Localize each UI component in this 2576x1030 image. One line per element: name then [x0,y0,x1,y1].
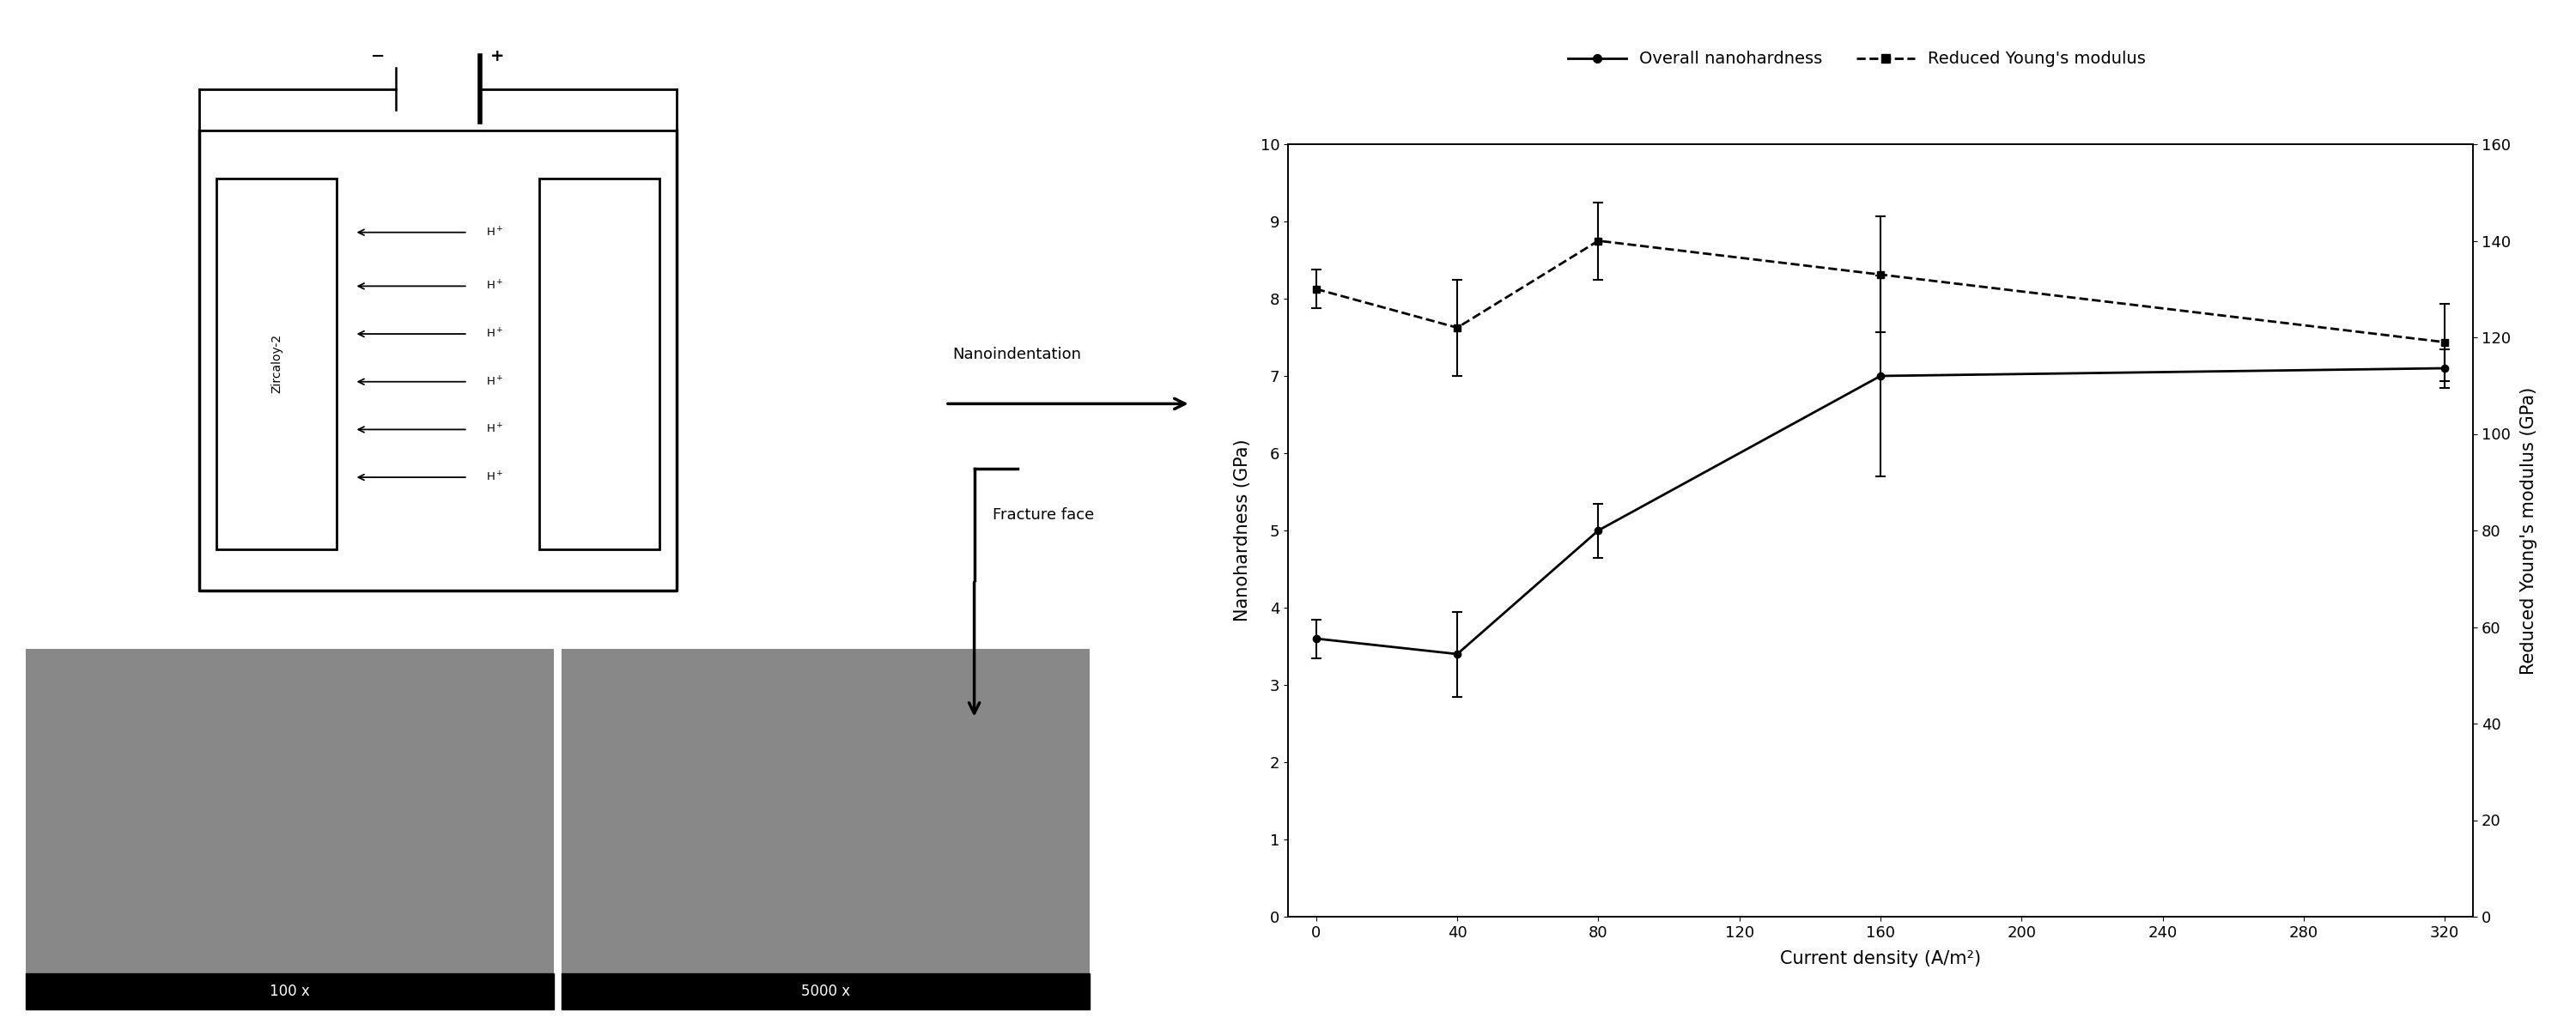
Text: H$^+$: H$^+$ [487,375,502,388]
Bar [538,178,659,549]
Y-axis label: Nanohardness (GPa): Nanohardness (GPa) [1234,439,1252,622]
Text: 100 x: 100 x [270,984,309,999]
Text: Zircaloy-2: Zircaloy-2 [270,334,283,393]
Text: +: + [489,48,505,64]
Text: H$^+$: H$^+$ [487,279,502,293]
Bar [216,178,337,549]
Text: −: − [371,48,386,64]
Text: 5000 x: 5000 x [801,984,850,999]
Y-axis label: Reduced Young's modulus (GPa): Reduced Young's modulus (GPa) [2519,386,2537,675]
Bar [26,973,554,1009]
Text: Nanoindentation: Nanoindentation [953,346,1082,362]
X-axis label: Current density (A/m²): Current density (A/m²) [1780,950,1981,967]
Text: H$^+$: H$^+$ [487,328,502,341]
Bar [562,973,1090,1009]
Text: H$^+$: H$^+$ [487,423,502,436]
Legend: Overall nanohardness, Reduced Young's modulus: Overall nanohardness, Reduced Young's mo… [1561,44,2154,74]
Text: H$^+$: H$^+$ [487,226,502,239]
Text: Fracture face: Fracture face [992,507,1095,522]
Text: H$^+$: H$^+$ [487,471,502,484]
